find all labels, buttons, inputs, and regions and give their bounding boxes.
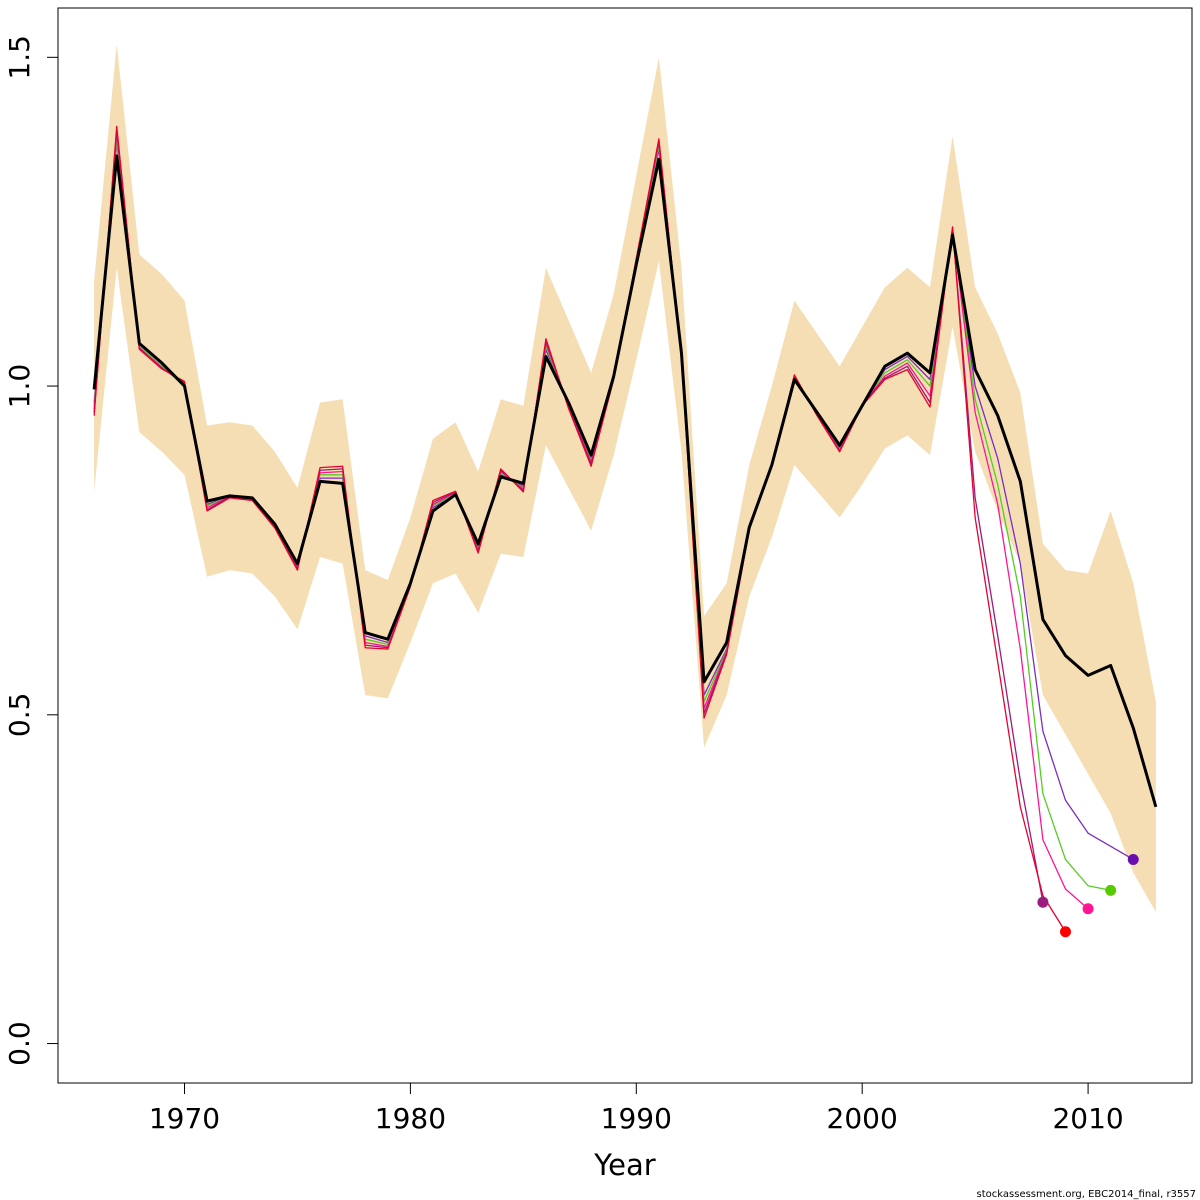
y-tick-label: 0.5 bbox=[3, 693, 36, 738]
y-tick-label: 1.5 bbox=[3, 35, 36, 80]
y-axis: 0.0 0.5 1.0 1.5 bbox=[3, 35, 58, 1066]
x-tick-label: 2000 bbox=[827, 1102, 898, 1135]
confidence-band bbox=[94, 44, 1156, 913]
y-tick-label: 0.0 bbox=[3, 1021, 36, 1066]
y-tick-label: 1.0 bbox=[3, 364, 36, 409]
end-point-2011 bbox=[1105, 884, 1117, 896]
end-point-2012 bbox=[1127, 853, 1139, 865]
footer-credit: stockassessment.org, EBC2014_final, r355… bbox=[977, 1189, 1196, 1200]
end-point-2008 bbox=[1037, 896, 1049, 908]
x-axis: 1970 1980 1990 2000 2010 bbox=[149, 1083, 1124, 1135]
end-point-2009 bbox=[1059, 926, 1071, 938]
x-axis-title: Year bbox=[593, 1148, 655, 1182]
x-tick-label: 1970 bbox=[149, 1102, 220, 1135]
series-line-main bbox=[92, 154, 1158, 808]
confidence-band-layer bbox=[94, 44, 1156, 913]
series-line-retro-5 bbox=[93, 125, 1067, 933]
x-tick-label: 2010 bbox=[1052, 1102, 1123, 1135]
x-tick-label: 1990 bbox=[601, 1102, 672, 1135]
end-points-layer bbox=[1037, 853, 1139, 938]
x-tick-label: 1980 bbox=[375, 1102, 446, 1135]
plot-frame bbox=[57, 7, 1193, 1084]
end-point-2010 bbox=[1082, 903, 1094, 915]
series-layer bbox=[92, 125, 1158, 933]
